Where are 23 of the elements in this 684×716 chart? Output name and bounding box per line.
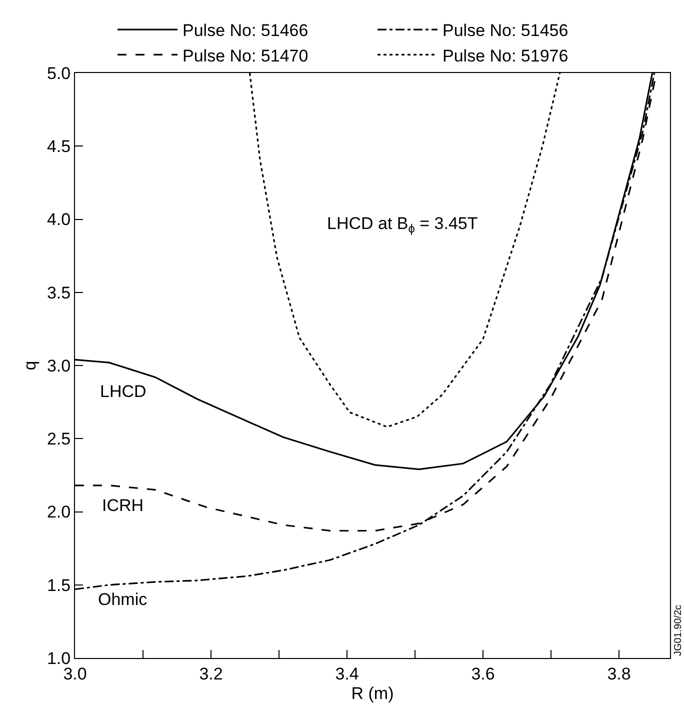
x-tick-label: 3.4 xyxy=(335,664,359,684)
y-tick-label: 2.5 xyxy=(46,430,71,449)
annotation: ICRH xyxy=(102,496,144,515)
x-tick-label: 3.2 xyxy=(199,664,223,684)
y-tick-label: 1.5 xyxy=(46,576,71,595)
y-tick-label: 3.5 xyxy=(46,283,71,302)
y-tick-label: 3.0 xyxy=(46,356,71,376)
x-axis-title: R (m) xyxy=(351,684,394,703)
y-tick-label: 5.0 xyxy=(46,64,71,83)
annotation: LHCD at B$_{ϕ}$ = 3.45T xyxy=(327,214,478,236)
legend-label: Pulse No: 51456 xyxy=(442,21,568,40)
legend-label: Pulse No: 51470 xyxy=(182,46,308,66)
text: JG01.90/2c xyxy=(673,604,684,656)
annotation: Ohmic xyxy=(98,590,148,609)
y-tick-label: 4.0 xyxy=(46,210,71,230)
x-tick-label: 3.8 xyxy=(607,664,631,684)
y-axis-title: q xyxy=(20,360,40,370)
y-tick-label: 2.0 xyxy=(46,502,71,522)
annotation: LHCD xyxy=(100,382,146,401)
y-tick-label: 4.5 xyxy=(46,137,71,156)
legend-label: Pulse No: 51976 xyxy=(442,46,568,66)
x-tick-label: 3.6 xyxy=(471,664,495,684)
legend-label: Pulse No: 51466 xyxy=(182,21,308,40)
